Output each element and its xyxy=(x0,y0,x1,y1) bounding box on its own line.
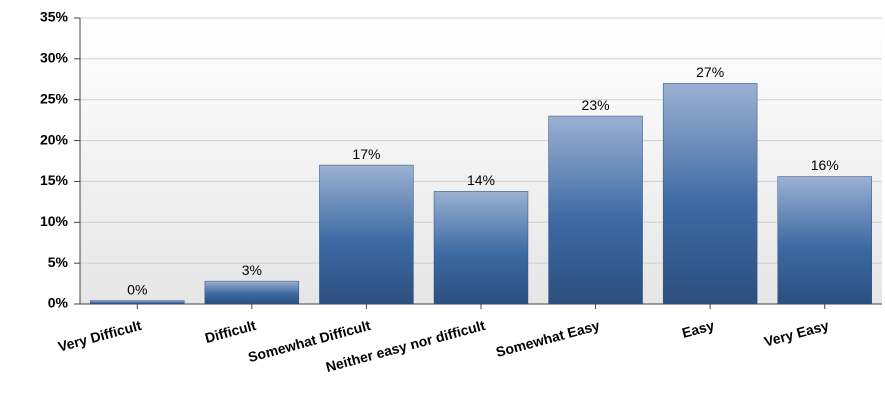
x-tick-label: Very Easy xyxy=(762,317,830,350)
x-tick-label: Easy xyxy=(680,317,716,341)
bar xyxy=(777,176,872,305)
y-tick-label: 0% xyxy=(48,295,69,311)
bar xyxy=(90,300,185,305)
value-label: 14% xyxy=(467,172,495,188)
value-label: 3% xyxy=(242,262,262,278)
y-tick-label: 10% xyxy=(40,213,69,229)
value-label: 16% xyxy=(811,157,839,173)
y-tick-label: 15% xyxy=(40,172,69,188)
bar xyxy=(204,280,300,305)
bar xyxy=(433,190,529,305)
bar xyxy=(662,83,758,305)
x-tick-label: Difficult xyxy=(203,317,258,346)
y-tick-label: 25% xyxy=(40,90,69,106)
x-tick-label: Somewhat Easy xyxy=(494,317,601,360)
value-label: 27% xyxy=(696,64,724,80)
bar xyxy=(319,164,414,305)
x-tick-label: Very Difficult xyxy=(56,317,143,355)
value-label: 23% xyxy=(582,97,610,113)
y-tick-label: 30% xyxy=(40,50,69,66)
y-tick-label: 5% xyxy=(48,254,69,270)
bar xyxy=(548,115,643,305)
y-tick-label: 35% xyxy=(40,9,69,25)
value-label: 0% xyxy=(127,281,147,297)
value-label: 17% xyxy=(352,146,380,162)
y-tick-label: 20% xyxy=(40,131,69,147)
